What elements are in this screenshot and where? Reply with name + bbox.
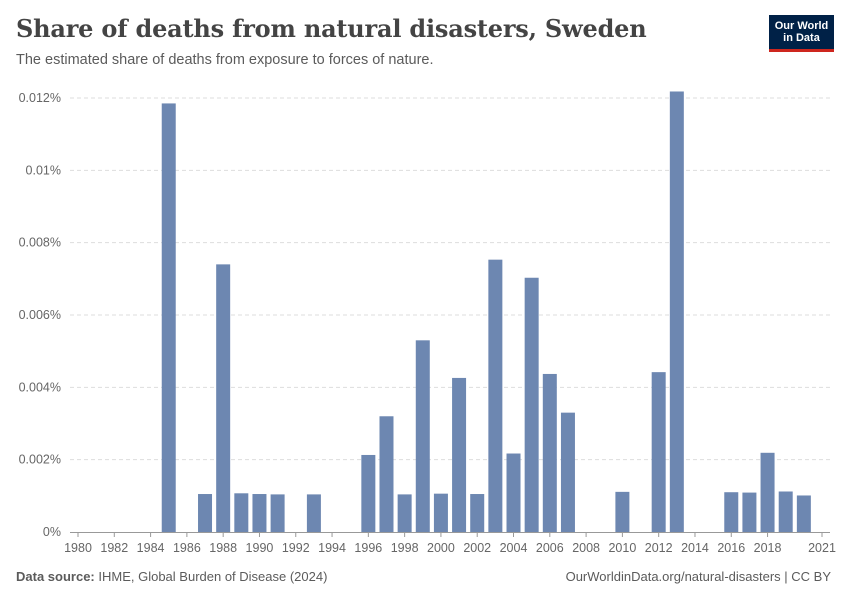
x-tick-label: 1984 [137,541,165,555]
bar-2019[interactable] [778,491,793,532]
bar-1996[interactable] [361,454,376,532]
x-tick-label: 1980 [64,541,92,555]
y-tick-label: 0.006% [19,308,61,322]
bar-1997[interactable] [379,416,394,532]
bar-2016[interactable] [724,492,739,532]
y-tick-label: 0.008% [19,236,61,250]
x-tick-label: 1996 [354,541,382,555]
bar-1998[interactable] [397,494,412,532]
x-tick-label: 2010 [608,541,636,555]
x-tick-label: 1990 [246,541,274,555]
bar-1999[interactable] [415,340,430,532]
source-link[interactable]: OurWorldinData.org/natural-disasters | C… [565,569,831,584]
x-tick-label: 1986 [173,541,201,555]
y-tick-label: 0% [43,525,61,539]
data-source-label: Data source: [16,569,95,584]
logo-line-2: in Data [783,32,820,44]
x-tick-label: 2008 [572,541,600,555]
bar-2017[interactable] [742,492,757,532]
bar-1985[interactable] [161,103,176,533]
bar-1990[interactable] [252,494,267,532]
bar-2018[interactable] [760,452,775,532]
chart-subtitle: The estimated share of deaths from expos… [16,52,434,68]
bar-2001[interactable] [452,377,467,532]
bar-1987[interactable] [198,494,213,532]
bar-2000[interactable] [433,493,448,532]
owid-logo[interactable]: Our World in Data [769,15,834,52]
x-tick-label: 2006 [536,541,564,555]
bar-1993[interactable] [306,494,321,532]
x-tick-label: 2014 [681,541,709,555]
bar-2003[interactable] [488,259,503,532]
y-tick-label: 0.01% [26,163,61,177]
bar-1989[interactable] [234,493,249,532]
x-tick-label: 1994 [318,541,346,555]
bar-2005[interactable] [524,277,539,532]
x-tick-label: 2004 [500,541,528,555]
x-tick-label: 2012 [645,541,673,555]
chart-title: Share of deaths from natural disasters, … [16,14,647,43]
x-tick-label: 2016 [717,541,745,555]
bar-2020[interactable] [796,495,811,532]
x-tick-label: 2002 [463,541,491,555]
x-tick-label: 1992 [282,541,310,555]
bar-2002[interactable] [470,494,485,532]
y-tick-label: 0.012% [19,91,61,105]
y-tick-label: 0.002% [19,453,61,467]
x-tick-label: 1988 [209,541,237,555]
bar-2004[interactable] [506,453,521,532]
y-tick-label: 0.004% [19,380,61,394]
bar-1988[interactable] [216,264,231,532]
x-tick-label: 2000 [427,541,455,555]
x-tick-label: 1982 [100,541,128,555]
logo-line-1: Our World [774,20,829,32]
data-source-text[interactable]: IHME, Global Burden of Disease (2024) [98,569,328,584]
x-tick-label: 2021 [808,541,836,555]
data-source: Data source: IHME, Global Burden of Dise… [16,569,327,584]
x-tick-label: 2018 [754,541,782,555]
bar-2013[interactable] [669,91,684,533]
bar-2007[interactable] [560,412,575,532]
x-tick-label: 1998 [391,541,419,555]
bar-2010[interactable] [615,491,630,532]
bar-1991[interactable] [270,494,285,532]
bar-2006[interactable] [542,373,557,532]
bar-2012[interactable] [651,372,666,532]
